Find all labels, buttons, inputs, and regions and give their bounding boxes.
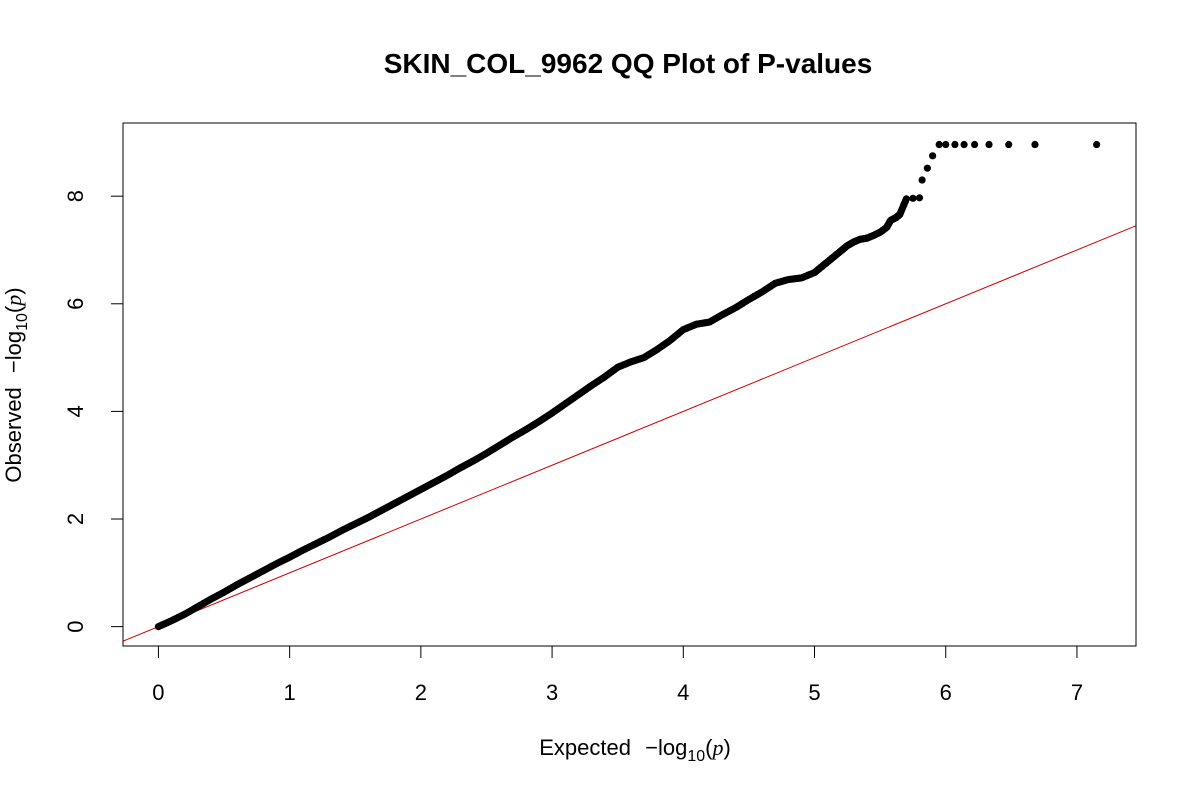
data-points [154,140,1101,631]
x-axis-label-minus: − [645,735,658,760]
y-tick-label: 0 [63,621,88,633]
x-tick-label: 3 [546,680,558,705]
y-axis-label: Observed −log10(p) [1,287,31,482]
data-point [960,140,968,149]
y-axis-label-minus: − [1,360,26,373]
x-axis-label: Expected −log10(p) [539,735,731,765]
x-axis-label-prefix: Expected [539,735,631,760]
data-point [1031,140,1039,149]
data-point [942,140,950,149]
x-tick-label: 1 [284,680,296,705]
x-tick-label: 0 [152,680,164,705]
y-axis-label-base: 10 [14,313,31,331]
x-tick-label: 7 [1071,680,1083,705]
y-axis-label-prefix: Observed [1,387,26,482]
x-axis-label-base: 10 [687,748,705,765]
data-point [929,152,937,160]
x-axis: 0 1 2 3 4 5 6 7 [152,645,1083,705]
x-axis-label-close: ) [723,735,730,760]
x-tick-label: 2 [415,680,427,705]
data-point [985,140,993,149]
data-point [935,140,943,149]
y-axis-label-log: log [1,331,26,360]
y-tick-label: 2 [63,513,88,525]
chart-title: SKIN_COL_9962 QQ Plot of P-values [384,48,873,79]
x-tick-label: 4 [677,680,689,705]
reference-line [123,225,1136,642]
x-axis-label-log: log [658,735,687,760]
y-axis-label-open: ( [1,305,26,313]
y-tick-label: 8 [63,190,88,202]
data-point [902,195,910,203]
y-axis: 0 2 4 6 8 [63,190,124,633]
data-point [918,176,926,184]
y-axis-label-close: ) [1,287,26,294]
data-point [951,140,959,149]
data-point [1005,140,1013,149]
data-point [1093,140,1101,149]
data-point [971,140,979,149]
data-point [909,194,917,202]
y-axis-label-var: p [1,295,26,308]
x-tick-label: 5 [808,680,820,705]
plot-area [122,122,1137,647]
y-tick-label: 6 [63,298,88,310]
y-tick-label: 4 [63,405,88,417]
data-point [915,194,924,202]
x-tick-label: 6 [940,680,952,705]
x-axis-label-open: ( [705,735,713,760]
data-point [923,164,931,172]
x-axis-label-var: p [710,735,723,760]
